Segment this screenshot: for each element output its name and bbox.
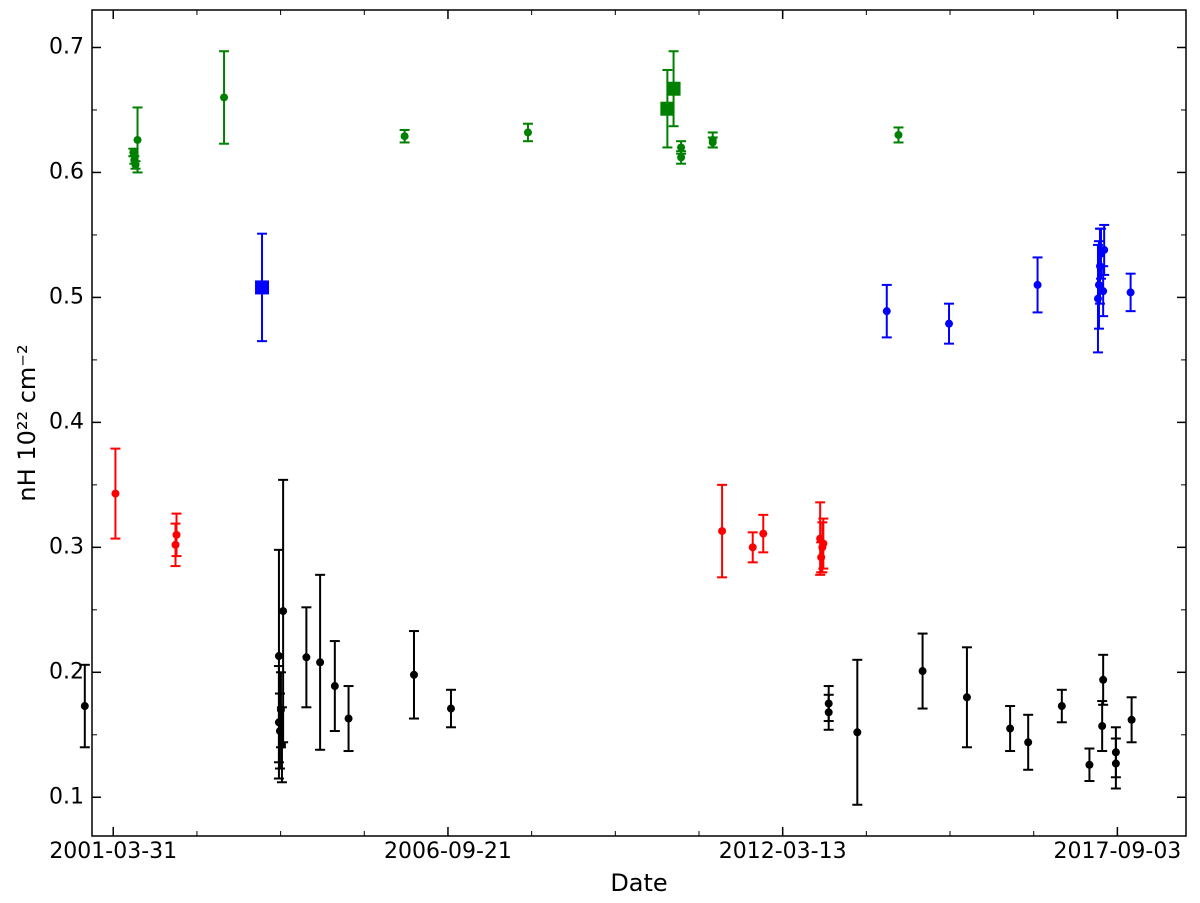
point: [400, 132, 409, 141]
point: [171, 540, 180, 549]
point: [172, 530, 181, 539]
point: [111, 489, 120, 498]
y-tick-label: 0.5: [49, 284, 84, 309]
point: [523, 128, 532, 137]
x-tick-label: 2006-09-21: [384, 839, 512, 864]
x-tick-label: 2017-09-03: [1053, 839, 1181, 864]
y-tick-label: 0.3: [49, 534, 84, 559]
point: [882, 307, 891, 316]
point: [1127, 715, 1136, 724]
point: [1057, 702, 1066, 711]
x-axis-label: Date: [610, 869, 667, 897]
plot-frame: [91, 9, 1187, 837]
point: [129, 148, 138, 157]
point: [1033, 280, 1042, 289]
point: [918, 667, 927, 676]
point: [1111, 759, 1120, 768]
point: [708, 138, 717, 147]
point: [316, 658, 325, 667]
point: [274, 652, 283, 661]
point: [660, 101, 675, 116]
point: [1098, 722, 1107, 731]
point: [819, 539, 828, 548]
y-tick-label: 0.7: [49, 34, 84, 59]
x-tick-label: 2001-03-31: [49, 839, 177, 864]
point: [220, 93, 229, 102]
point: [1099, 287, 1108, 296]
point: [666, 81, 681, 96]
x-tick-label: 2012-03-13: [719, 839, 847, 864]
point: [255, 280, 270, 295]
point: [279, 607, 288, 616]
point: [1006, 724, 1015, 733]
y-tick-label: 0.1: [49, 784, 84, 809]
point: [853, 728, 862, 737]
y-tick-label: 0.6: [49, 159, 84, 184]
point: [302, 653, 311, 662]
point: [759, 529, 768, 538]
point: [677, 153, 686, 162]
point: [344, 714, 353, 723]
point: [1024, 738, 1033, 747]
point: [677, 143, 686, 152]
point: [1099, 675, 1108, 684]
point: [446, 704, 455, 713]
point: [80, 702, 89, 711]
point: [748, 543, 757, 552]
y-tick-label: 0.2: [49, 659, 84, 684]
point: [894, 130, 903, 139]
point: [1100, 245, 1109, 254]
point: [1085, 760, 1094, 769]
y-tick-label: 0.4: [49, 409, 84, 434]
point: [409, 670, 418, 679]
point: [133, 135, 142, 144]
point: [1126, 288, 1135, 297]
point: [962, 693, 971, 702]
point: [945, 319, 954, 328]
point: [824, 708, 833, 717]
point: [330, 682, 339, 691]
y-axis-label: nH 10²² cm⁻²: [13, 344, 41, 501]
point: [718, 527, 727, 536]
